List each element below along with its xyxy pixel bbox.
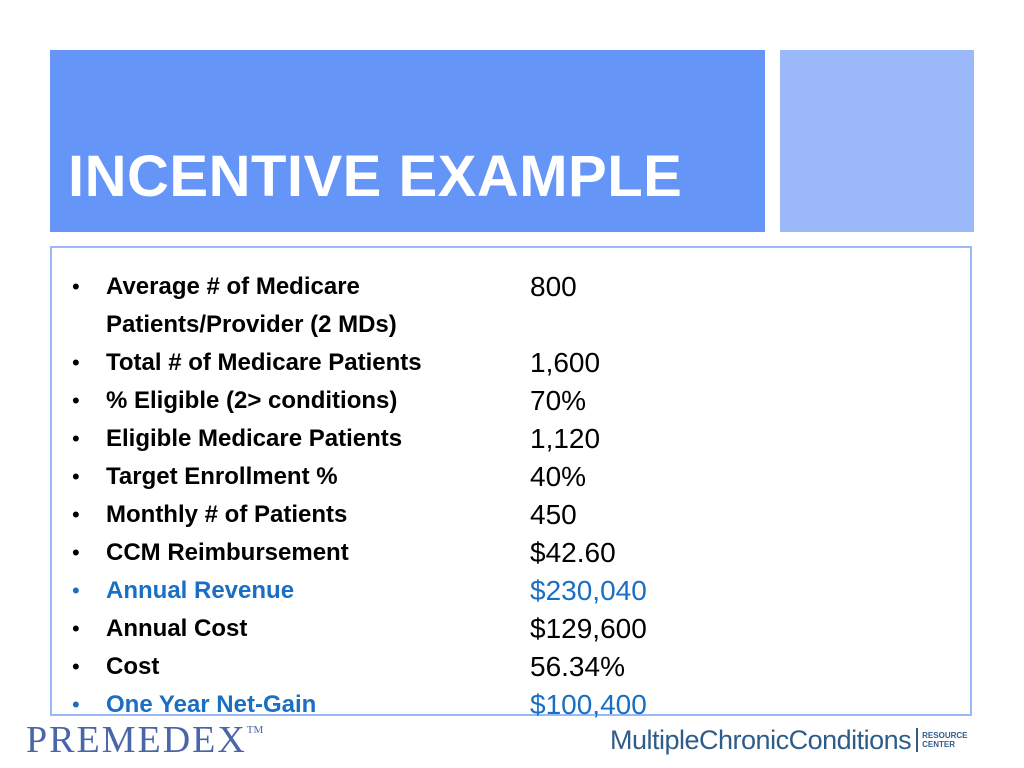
- title-banner: INCENTIVE EXAMPLE: [50, 50, 765, 232]
- mcc-logo-text: MultipleChronicConditions: [610, 724, 912, 755]
- premedex-logo: PREMEDEXTM: [26, 718, 263, 762]
- item-label: Average # of Medicare: [106, 273, 360, 300]
- mcc-center-text: CENTER: [922, 740, 956, 749]
- item-value: $230,040: [530, 575, 647, 606]
- item-label: Target Enrollment %: [106, 463, 338, 490]
- mcc-resource-text: RESOURCE: [922, 731, 968, 740]
- bullet-icon: •: [72, 388, 80, 413]
- item-value: $42.60: [530, 537, 616, 568]
- bullet-icon: •: [72, 464, 80, 489]
- item-value: 800: [530, 271, 577, 302]
- premedex-logo-text: PREMEDEX: [26, 719, 247, 761]
- item-value: $100,400: [530, 689, 647, 720]
- mcc-logo: MultipleChronicConditions RESOURCE CENTE…: [610, 722, 968, 758]
- bullet-icon: •: [72, 274, 80, 299]
- trademark-mark: TM: [246, 724, 264, 736]
- accent-block: [780, 50, 974, 232]
- bullet-icon: •: [72, 350, 80, 375]
- bullet-icon: •: [72, 654, 80, 679]
- bullet-icon: •: [72, 426, 80, 451]
- bullet-icon: •: [72, 578, 80, 603]
- item-label: Annual Revenue: [106, 577, 295, 604]
- item-label: % Eligible (2> conditions): [106, 387, 398, 414]
- mcc-logo-divider: [916, 728, 919, 752]
- bullet-icon: •: [72, 692, 80, 717]
- item-label: Eligible Medicare Patients: [106, 425, 403, 452]
- item-label: One Year Net-Gain: [106, 691, 317, 718]
- bullet-icon: •: [72, 540, 80, 565]
- item-label: Total # of Medicare Patients: [106, 349, 422, 376]
- item-label: Monthly # of Patients: [106, 501, 348, 528]
- item-value: 40%: [530, 461, 587, 492]
- mcc-logo-subtext: RESOURCE CENTER: [922, 731, 967, 749]
- item-value: 1,600: [530, 347, 601, 378]
- item-value: 1,120: [530, 423, 601, 454]
- item-label: Annual Cost: [106, 615, 248, 642]
- bullet-icon: •: [72, 502, 80, 527]
- item-label: CCM Reimbursement: [106, 539, 349, 566]
- item-value: 70%: [530, 385, 587, 416]
- item-label: Cost: [106, 653, 160, 680]
- slide-title: INCENTIVE EXAMPLE: [68, 144, 683, 209]
- bullet-icon: •: [72, 616, 80, 641]
- content-box: • Average # of Medicare Patients/Provider …: [50, 246, 972, 720]
- item-value: 56.34%: [530, 651, 625, 682]
- item-label-continued: Patients/Provider (2 MDs): [106, 311, 397, 338]
- item-value: 450: [530, 499, 577, 530]
- item-value: $129,600: [530, 613, 647, 644]
